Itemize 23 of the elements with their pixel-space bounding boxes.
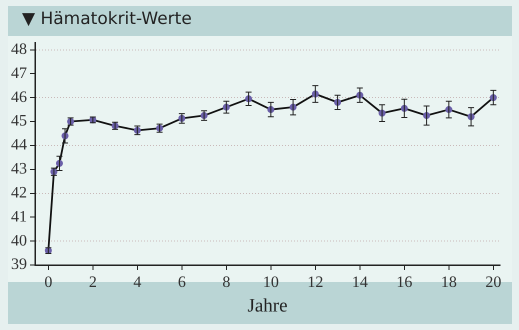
- x-tick-label: 12: [307, 274, 324, 291]
- x-tick-label: 10: [262, 274, 279, 291]
- y-tick-label: 42: [11, 184, 27, 202]
- x-tick-label: 16: [396, 274, 412, 291]
- y-tick-label: 44: [11, 136, 27, 154]
- y-tick-label: 39: [11, 256, 27, 274]
- x-tick-label: 14: [352, 274, 368, 291]
- y-tick-label: 40: [11, 232, 27, 250]
- y-tick-label: 47: [11, 64, 27, 82]
- x-axis-title: Jahre: [247, 296, 288, 317]
- x-tick-label: 6: [178, 274, 186, 291]
- x-tick-label: 18: [440, 274, 457, 291]
- y-tick-label: 41: [11, 208, 27, 226]
- x-tick-label: 20: [485, 274, 502, 291]
- y-tick-label: 48: [11, 40, 27, 58]
- x-tick-label: 2: [88, 274, 97, 291]
- y-tick-label: 43: [11, 160, 27, 178]
- y-tick-label: 45: [11, 112, 27, 130]
- x-tick-label: 4: [133, 274, 142, 291]
- chart-title: ▼ Hämatokrit-Werte: [22, 9, 192, 29]
- x-tick-label: 8: [222, 274, 230, 291]
- y-tick-label: 46: [11, 88, 27, 106]
- x-tick-label: 0: [44, 274, 52, 291]
